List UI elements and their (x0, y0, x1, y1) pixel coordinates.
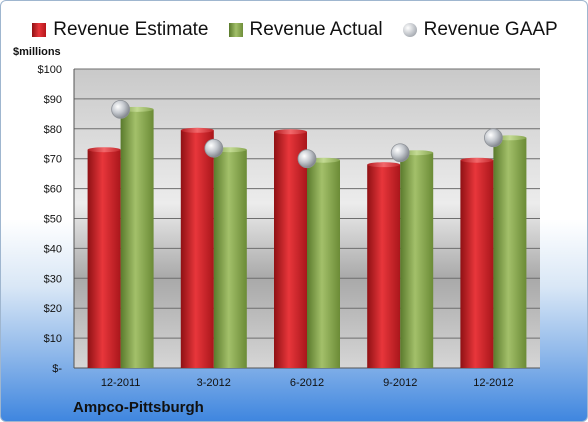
marker-revenue-gaap (297, 149, 317, 169)
y-tick-label: $- (52, 363, 62, 375)
y-tick-label: $30 (44, 273, 62, 285)
y-tick-label: $50 (44, 214, 62, 226)
legend-label-estimate: Revenue Estimate (53, 19, 209, 40)
y-tick-label: $40 (44, 243, 62, 255)
marker-revenue-gaap (483, 128, 503, 148)
bar-revenue-actual (213, 149, 247, 368)
bar-revenue-estimate (180, 130, 214, 368)
y-tick-label: $100 (38, 64, 62, 76)
x-tick-label: 6-2012 (290, 377, 324, 389)
bar-revenue-actual (120, 109, 154, 369)
legend-swatch-gaap (402, 23, 417, 37)
y-tick-label: $10 (44, 333, 62, 345)
bar-revenue-estimate-cap (367, 162, 401, 168)
legend-item-actual: Revenue Actual (228, 19, 383, 41)
y-tick-label: $20 (44, 303, 62, 315)
bar-revenue-estimate-cap (180, 127, 214, 133)
bar-revenue-estimate (87, 149, 121, 368)
y-tick-label: $60 (44, 184, 62, 196)
legend-item-estimate: Revenue Estimate (32, 19, 209, 41)
legend-swatch-estimate (32, 23, 47, 37)
y-tick-label: $70 (44, 154, 62, 166)
bar-revenue-estimate (367, 164, 401, 368)
legend-label-actual: Revenue Actual (249, 19, 383, 40)
bar-revenue-actual (493, 137, 527, 368)
legend-item-gaap: Revenue GAAP (402, 19, 558, 41)
x-tick-label: 3-2012 (197, 377, 231, 389)
x-tick-label: 12-2012 (473, 377, 513, 389)
legend: Revenue Estimate Revenue Actual Revenue … (1, 15, 587, 45)
marker-revenue-gaap (204, 138, 224, 158)
x-tick-label: 12-2011 (101, 377, 141, 389)
x-tick-label: 9-2012 (383, 377, 417, 389)
bar-revenue-actual (400, 152, 434, 368)
bar-revenue-estimate-cap (274, 129, 307, 135)
bar-revenue-estimate (274, 131, 307, 368)
y-tick-label: $90 (44, 94, 62, 106)
bar-revenue-estimate-cap (87, 147, 121, 153)
legend-swatch-actual (228, 23, 243, 37)
bar-revenue-estimate-cap (460, 157, 494, 163)
marker-revenue-gaap (390, 143, 410, 163)
marker-revenue-gaap (111, 99, 130, 119)
bar-revenue-estimate (460, 160, 494, 368)
legend-label-gaap: Revenue GAAP (423, 19, 558, 40)
y-tick-label: $80 (44, 124, 62, 136)
bar-revenue-actual (307, 160, 340, 368)
unit-label: $millions (13, 46, 61, 58)
company-name: Ampco-Pittsburgh (73, 399, 204, 416)
